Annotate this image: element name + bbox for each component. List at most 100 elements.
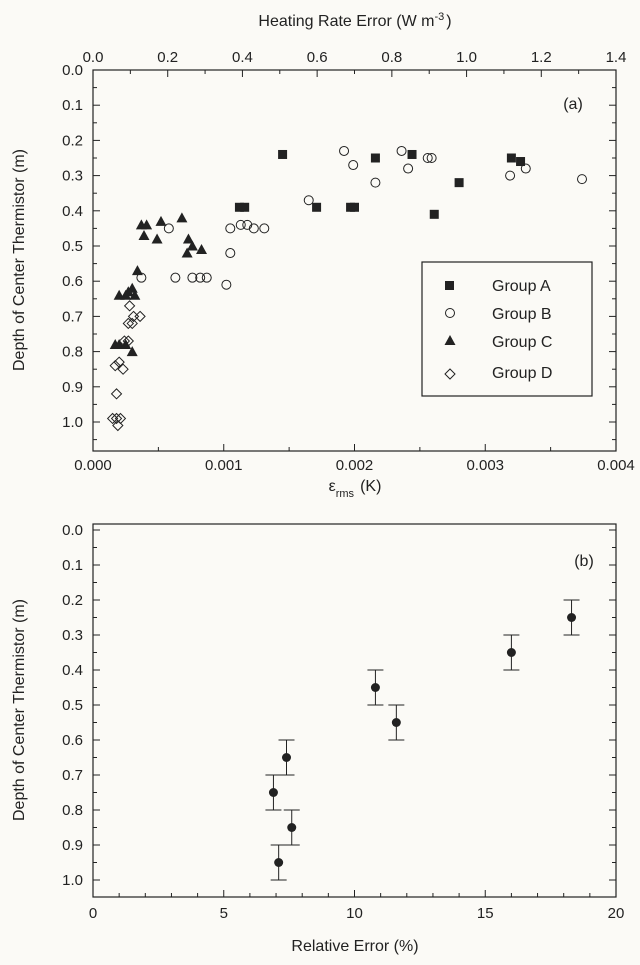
legend-label-group-c: Group C: [492, 334, 552, 351]
group-d-point: [126, 317, 138, 330]
x2-tick-label: 1.2: [531, 49, 552, 66]
data-point: [274, 858, 284, 867]
group-a-point: [278, 149, 288, 159]
panel-a-ticks: 0.000 0.001 0.002 0.003 0.004 0.0 0.2 0.4 0.6 0.8…: [62, 49, 635, 474]
group-a-point: [350, 202, 359, 212]
data-point: [287, 823, 297, 832]
group-b-point: [225, 248, 236, 259]
group-b-point: [396, 145, 407, 156]
y-tick-label: 0.0: [62, 522, 83, 539]
legend-marker-group-b: [445, 308, 455, 318]
y-tick-label: 0.0: [62, 62, 83, 79]
panel-b-points: [265, 599, 580, 881]
x2-tick-label: 0.2: [157, 49, 178, 66]
y-tick-label: 0.3: [62, 168, 83, 185]
legend-marker-group-d: [444, 368, 456, 380]
y-tick-label: 1.0: [62, 414, 83, 431]
group-d-point: [106, 412, 119, 425]
x-tick-label: 15: [477, 905, 494, 922]
x2-tick-label: 0.6: [307, 49, 328, 66]
y-tick-label: 0.7: [62, 308, 83, 325]
group-b-point: [242, 219, 253, 230]
y-tick-label: 0.7: [62, 767, 83, 784]
group-b-point: [422, 153, 433, 163]
panel-b-ticks: 0 5 10 15 20 0.0 0.1 0.2 0.3 0.4 0.5 0.6 0.7 0.8 0.9 1.…: [62, 522, 624, 922]
group-b-point: [348, 160, 359, 171]
x-tick-label: 0.004: [597, 457, 635, 474]
group-c-point: [181, 247, 193, 258]
y-tick-label: 0.1: [62, 97, 83, 114]
data-point: [506, 648, 516, 657]
group-d-point: [117, 363, 129, 375]
group-b-point: [170, 272, 181, 283]
legend-label-group-d: Group D: [492, 365, 552, 382]
panel-a-x-label: εrms (K): [329, 478, 382, 500]
y-tick-label: 0.2: [62, 592, 83, 609]
x-tick-label: 5: [220, 905, 228, 922]
legend-label-group-b: Group B: [492, 306, 552, 323]
panel-b-x-label: Relative Error (%): [291, 938, 418, 955]
group-d-point: [122, 317, 135, 330]
group-a-point: [312, 202, 322, 212]
group-b-point: [248, 223, 259, 234]
group-c-point: [141, 219, 153, 230]
panel-b-label: (b): [574, 553, 594, 570]
data-point: [282, 753, 292, 762]
group-a-point: [429, 209, 439, 219]
x-tick-label: 20: [608, 905, 625, 922]
group-b-point: [163, 223, 174, 234]
group-a-point: [506, 153, 516, 163]
group-c-point: [126, 346, 138, 357]
group-c-point: [186, 240, 198, 251]
data-point: [567, 613, 577, 622]
group-a-point: [370, 153, 380, 163]
group-b-point: [195, 272, 206, 283]
panel-b: (b) Relative Error (%) Depth of Center T…: [11, 522, 624, 955]
group-d-point: [110, 412, 123, 425]
group-a-point: [516, 157, 526, 167]
x2-tick-label: 1.0: [456, 49, 477, 66]
group-b-point: [201, 272, 212, 283]
group-b-point: [221, 279, 232, 290]
group-b-point: [235, 219, 246, 230]
group-c-point: [155, 215, 167, 226]
group-c-point: [182, 233, 194, 244]
y-tick-label: 0.8: [62, 344, 83, 361]
y-tick-label: 0.4: [62, 203, 83, 220]
y-tick-label: 0.2: [62, 132, 83, 149]
group-b-point: [505, 170, 516, 181]
data-point: [370, 683, 380, 692]
y-tick-label: 0.3: [62, 627, 83, 644]
x2-tick-label: 1.4: [606, 49, 627, 66]
panel-b-y-label: Depth of Center Thermistor (m): [11, 599, 28, 821]
y-tick-label: 0.9: [62, 837, 83, 854]
group-c-point: [176, 212, 188, 223]
group-d-point: [118, 335, 131, 347]
group-a-point: [240, 202, 250, 212]
group-a-point: [407, 149, 417, 159]
y-tick-label: 0.6: [62, 732, 83, 749]
y-tick-label: 0.8: [62, 802, 83, 819]
y-tick-label: 0.9: [62, 379, 83, 396]
group-c-point: [129, 289, 141, 300]
x2-tick-label: 0.0: [83, 49, 104, 66]
x-tick-label: 0.002: [336, 457, 374, 474]
legend-marker-group-a: [445, 281, 454, 290]
group-b-point: [370, 177, 381, 188]
group-c-point: [138, 229, 150, 240]
x-tick-label: 0.001: [205, 457, 243, 474]
x2-tick-label: 0.4: [232, 49, 253, 66]
group-c-point: [196, 244, 208, 255]
group-b-point: [225, 223, 236, 234]
y-tick-label: 0.6: [62, 273, 83, 290]
panel-a: (a) Heating Rate Error (W m-3) εrms (K) D…: [11, 11, 635, 500]
panel-a-label: (a): [563, 96, 583, 113]
panel-a-y-label: Depth of Center Thermistor (m): [11, 149, 28, 371]
group-d-point: [122, 335, 135, 347]
group-d-point: [112, 419, 124, 432]
group-d-point: [110, 388, 123, 400]
x-tick-label: 10: [346, 905, 363, 922]
group-d-point: [113, 356, 125, 368]
y-tick-label: 0.4: [62, 662, 83, 679]
group-c-point: [131, 265, 143, 276]
